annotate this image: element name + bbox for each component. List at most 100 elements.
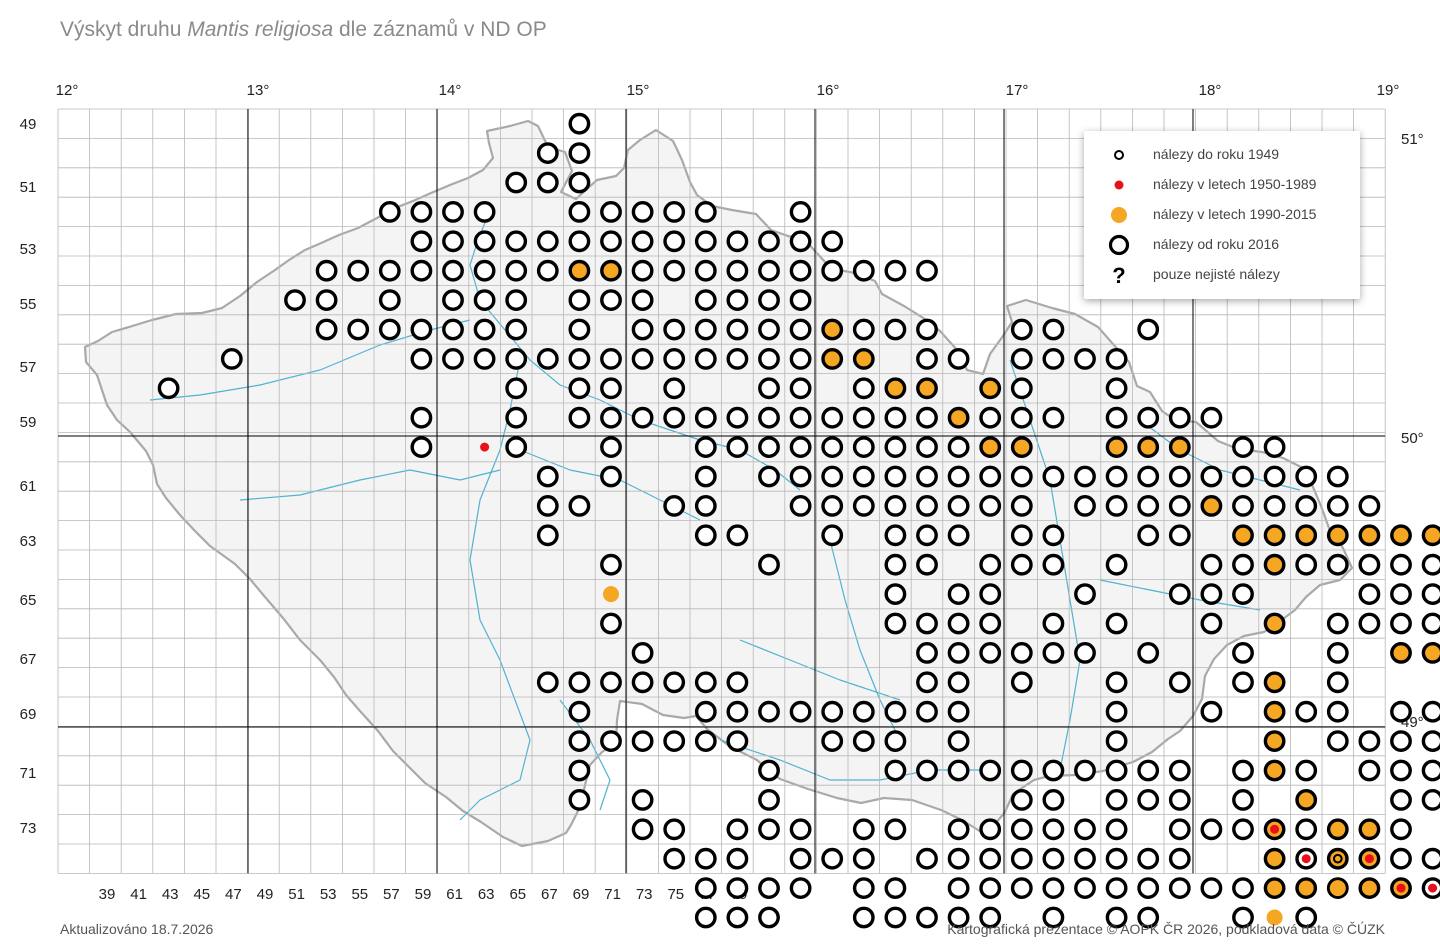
record-ring <box>852 406 875 429</box>
record-ring <box>979 877 1002 899</box>
record-ring <box>1421 524 1440 547</box>
record-ring <box>1105 847 1128 870</box>
record-ring <box>568 700 591 723</box>
red-dot-icon <box>1114 180 1124 190</box>
row-label: 67 <box>20 651 37 668</box>
record-ring <box>758 406 780 429</box>
record-ring <box>979 406 1002 429</box>
record-ring <box>758 259 780 282</box>
record-ring <box>821 318 844 341</box>
record-orange-dot <box>603 586 619 603</box>
row-label: 55 <box>20 296 37 313</box>
record-ring <box>631 406 654 429</box>
record-ring <box>378 289 401 311</box>
record-ring <box>1105 700 1128 723</box>
record-ring <box>1010 406 1033 429</box>
small-ring-icon <box>1114 150 1124 160</box>
record-ring <box>1232 818 1254 841</box>
record-ring <box>1010 377 1033 400</box>
record-ring <box>631 642 654 664</box>
record-ring <box>1358 553 1381 576</box>
record-ring <box>1168 494 1191 517</box>
record-ring <box>1010 818 1033 841</box>
record-ring <box>1042 406 1065 429</box>
record-ring <box>505 230 528 253</box>
record-ring <box>568 377 591 400</box>
record-ring <box>600 347 622 370</box>
record-ring <box>1390 847 1412 870</box>
record-ring <box>536 494 559 517</box>
record-ring <box>1295 465 1318 488</box>
longitude-label: 18° <box>1199 82 1222 99</box>
record-ring <box>505 406 528 429</box>
record-ring <box>1200 465 1223 488</box>
record-ring <box>1358 612 1381 635</box>
record-ring <box>1421 553 1440 576</box>
record-ring <box>979 465 1002 488</box>
column-label: 51 <box>288 886 305 903</box>
record-red-dot <box>1301 854 1311 864</box>
record-ring <box>1326 671 1349 694</box>
record-red-dot <box>1364 854 1374 864</box>
title-suffix: dle záznamů v ND OP <box>333 18 547 41</box>
record-red-dot <box>480 442 490 452</box>
record-ring <box>1295 818 1318 841</box>
record-ring <box>789 700 812 723</box>
record-ring <box>916 642 938 664</box>
map-title: Výskyt druhu Mantis religiosa dle záznam… <box>60 18 547 42</box>
record-ring <box>1390 583 1412 605</box>
record-ring <box>694 877 717 899</box>
record-ring <box>979 759 1002 782</box>
record-ring <box>758 759 780 782</box>
record-ring <box>789 465 812 488</box>
record-ring <box>1074 494 1096 517</box>
record-ring <box>758 789 780 811</box>
record-ring <box>568 789 591 811</box>
record-ring <box>568 494 591 517</box>
record-ring <box>600 289 622 311</box>
column-label: 59 <box>415 886 432 903</box>
record-ring <box>1168 789 1191 811</box>
record-ring <box>789 436 812 458</box>
record-ring <box>473 318 496 341</box>
record-ring <box>1200 406 1223 429</box>
record-ring <box>1263 700 1286 723</box>
record-ring <box>1137 524 1160 547</box>
record-ring <box>1390 612 1412 635</box>
record-ring <box>947 906 970 929</box>
column-label: 61 <box>446 886 463 903</box>
record-ring <box>726 289 749 311</box>
legend-label: nálezy od roku 2016 <box>1153 236 1280 252</box>
record-ring <box>631 230 654 253</box>
record-ring <box>947 583 970 605</box>
legend-label: nálezy v letech 1990-2015 <box>1153 206 1317 222</box>
record-ring <box>979 553 1002 576</box>
record-ring <box>947 347 970 370</box>
record-ring <box>1105 818 1128 841</box>
record-ring <box>1168 583 1191 605</box>
record-ring <box>1105 494 1128 517</box>
record-ring <box>347 259 370 282</box>
record-ring <box>1421 642 1440 664</box>
credits-note: Kartografická prezentace © AOPK ČR 2026,… <box>947 921 1385 937</box>
record-ring <box>1295 553 1318 576</box>
record-ring <box>1326 465 1349 488</box>
record-ring <box>1232 671 1254 694</box>
record-ring <box>378 259 401 282</box>
record-ring <box>600 406 622 429</box>
record-ring <box>600 230 622 253</box>
record-ring <box>1010 318 1033 341</box>
record-ring <box>663 347 686 370</box>
record-ring <box>789 259 812 282</box>
record-ring <box>947 465 970 488</box>
record-ring <box>410 347 433 370</box>
record-ring <box>1358 524 1381 547</box>
record-ring <box>1010 877 1033 899</box>
orange-dot-icon <box>1111 207 1127 223</box>
record-ring <box>789 877 812 899</box>
record-ring <box>726 524 749 547</box>
record-ring <box>694 847 717 870</box>
record-ring <box>694 906 717 929</box>
record-ring <box>1390 700 1412 723</box>
record-ring <box>1390 524 1412 547</box>
